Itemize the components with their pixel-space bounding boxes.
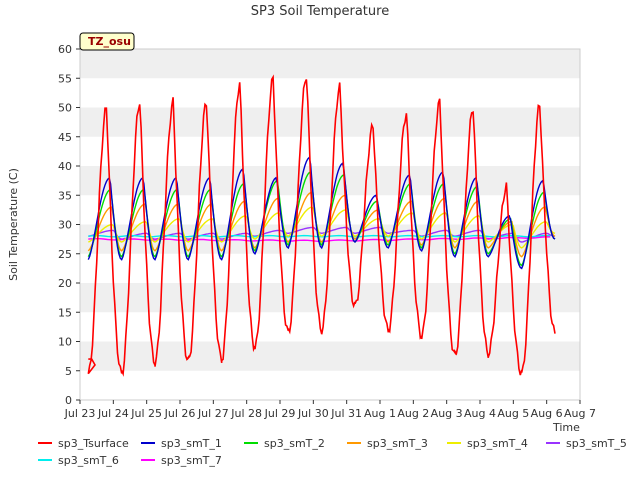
x-tick-label: Jul 27 bbox=[197, 407, 229, 420]
legend-label-sp3_smT_5: sp3_smT_5 bbox=[566, 437, 627, 450]
y-tick-label: 0 bbox=[65, 394, 72, 407]
y-tick-label: 10 bbox=[58, 336, 72, 349]
legend-label-sp3_Tsurface: sp3_Tsurface bbox=[58, 437, 129, 450]
x-tick-label: Jul 23 bbox=[64, 407, 96, 420]
x-tick-label: Aug 2 bbox=[397, 407, 429, 420]
series-line-sp3_Tsurface bbox=[87, 74, 556, 377]
x-tick-label: Aug 3 bbox=[431, 407, 463, 420]
y-tick-label: 45 bbox=[58, 131, 72, 144]
x-tick-label: Aug 4 bbox=[464, 407, 496, 420]
y-tick-label: 35 bbox=[58, 189, 72, 202]
y-tick-label: 40 bbox=[58, 160, 72, 173]
annotation-box: TZ_osu bbox=[79, 32, 135, 51]
legend-label-sp3_smT_7: sp3_smT_7 bbox=[161, 454, 222, 467]
x-tick-label: Aug 1 bbox=[364, 407, 396, 420]
x-tick-label: Aug 5 bbox=[497, 407, 529, 420]
legend-label-sp3_smT_2: sp3_smT_2 bbox=[264, 437, 325, 450]
grid-band bbox=[80, 107, 580, 137]
y-tick-label: 30 bbox=[58, 219, 72, 232]
x-tick-label: Jul 29 bbox=[264, 407, 296, 420]
grid-band bbox=[80, 166, 580, 196]
legend-label-sp3_smT_6: sp3_smT_6 bbox=[58, 454, 119, 467]
y-tick-label: 5 bbox=[65, 365, 72, 378]
y-axis-label: Soil Temperature (C) bbox=[7, 168, 20, 281]
x-tick-label: Jul 28 bbox=[230, 407, 262, 420]
y-tick-label: 25 bbox=[58, 248, 72, 261]
y-tick-label: 20 bbox=[58, 277, 72, 290]
x-tick-label: Jul 24 bbox=[97, 407, 129, 420]
grid-band bbox=[80, 341, 580, 371]
legend-label-sp3_smT_3: sp3_smT_3 bbox=[367, 437, 428, 450]
y-tick-label: 60 bbox=[58, 43, 72, 56]
grid-band bbox=[80, 49, 580, 79]
x-tick-label: Jul 30 bbox=[297, 407, 329, 420]
chart-title: SP3 Soil Temperature bbox=[251, 4, 389, 19]
legend-label-sp3_smT_1: sp3_smT_1 bbox=[161, 437, 222, 450]
y-tick-label: 50 bbox=[58, 102, 72, 115]
x-tick-label: Jul 25 bbox=[130, 407, 162, 420]
x-axis-label: Time bbox=[552, 421, 580, 434]
legend: sp3_Tsurface sp3_smT_1 sp3_smT_2 sp3_smT_3 s… bbox=[38, 437, 627, 467]
x-tick-label: Aug 6 bbox=[531, 407, 563, 420]
x-tick-label: Jul 26 bbox=[164, 407, 196, 420]
annotation-label: TZ_osu bbox=[88, 35, 131, 48]
x-tick-label: Aug 7 bbox=[564, 407, 596, 420]
legend-label-sp3_smT_4: sp3_smT_4 bbox=[467, 437, 528, 450]
y-tick-label: 15 bbox=[58, 306, 72, 319]
x-tick-label: Jul 31 bbox=[330, 407, 362, 420]
grid-band bbox=[80, 283, 580, 313]
y-tick-label: 55 bbox=[58, 72, 72, 85]
